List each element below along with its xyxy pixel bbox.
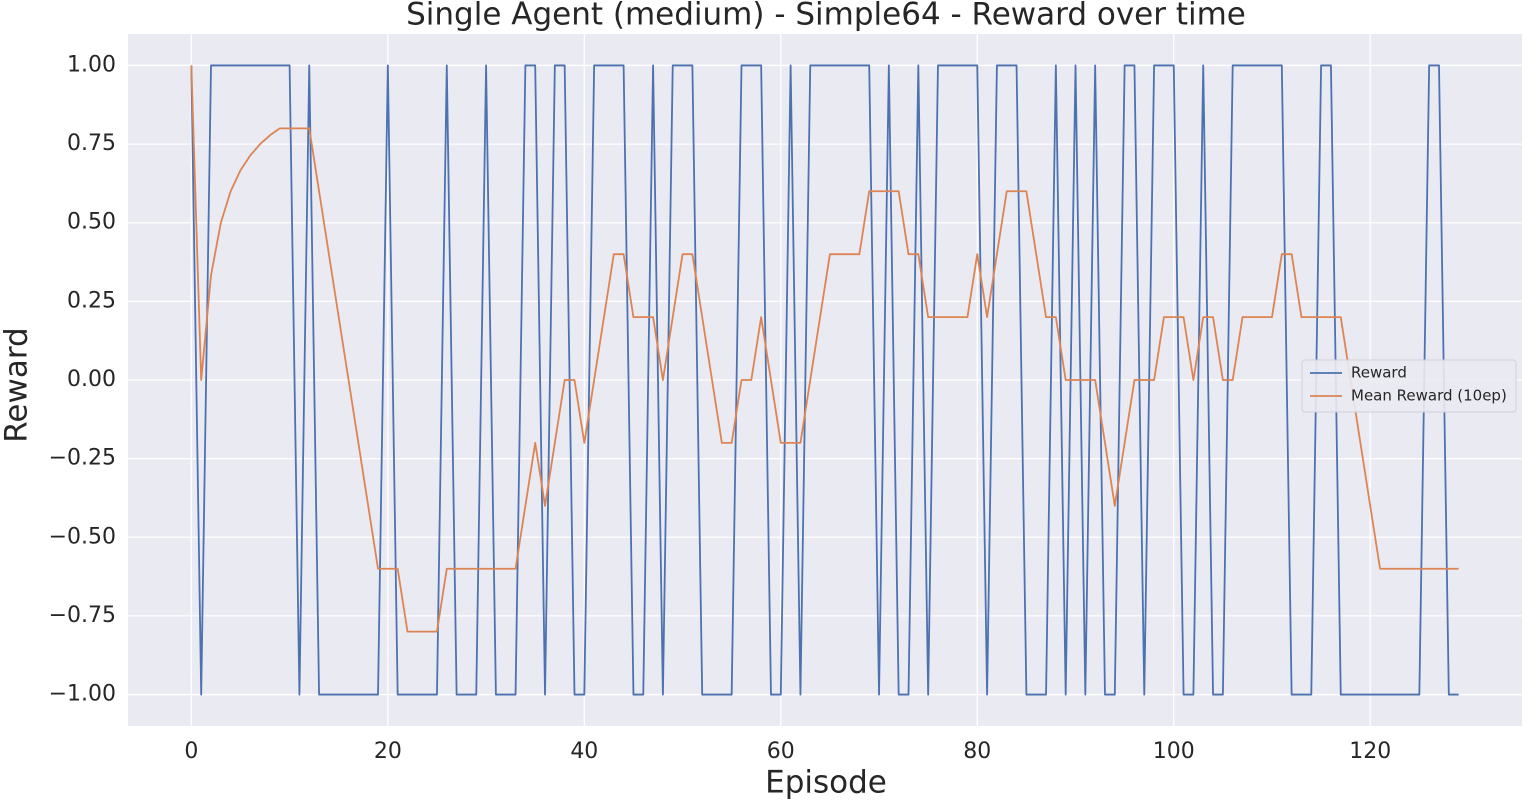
x-tick-label: 20 [374,739,402,764]
y-tick-label: 1.00 [67,52,116,77]
x-tick-label: 60 [767,739,795,764]
legend-label: Reward [1351,364,1407,382]
x-tick-label: 100 [1153,739,1195,764]
series-line [190,65,1459,633]
y-tick-label: −0.50 [49,524,116,549]
y-tick-label: 0.75 [67,131,116,156]
y-tick-label: −1.00 [49,682,116,707]
series-line [190,64,1459,696]
x-axis-label: Episode [765,765,887,801]
grid [128,34,1522,726]
y-tick-label: −0.25 [49,446,116,471]
legend-label: Mean Reward (10ep) [1351,387,1507,405]
legend: Reward Mean Reward (10ep) [1301,359,1517,413]
x-tick-label: 120 [1349,739,1391,764]
y-tick-label: 0.50 [67,210,116,235]
y-axis-label: Reward [0,327,35,442]
x-tick-label: 80 [963,739,991,764]
y-tick-label: 0.25 [67,288,116,313]
y-tick-label: −0.75 [49,603,116,628]
chart-title: Single Agent (medium) - Simple64 - Rewar… [406,0,1246,33]
x-tick-label: 40 [570,739,598,764]
y-tick-label: 0.00 [67,367,116,392]
x-tick-label: 0 [184,739,198,764]
legend-box [1301,359,1517,413]
